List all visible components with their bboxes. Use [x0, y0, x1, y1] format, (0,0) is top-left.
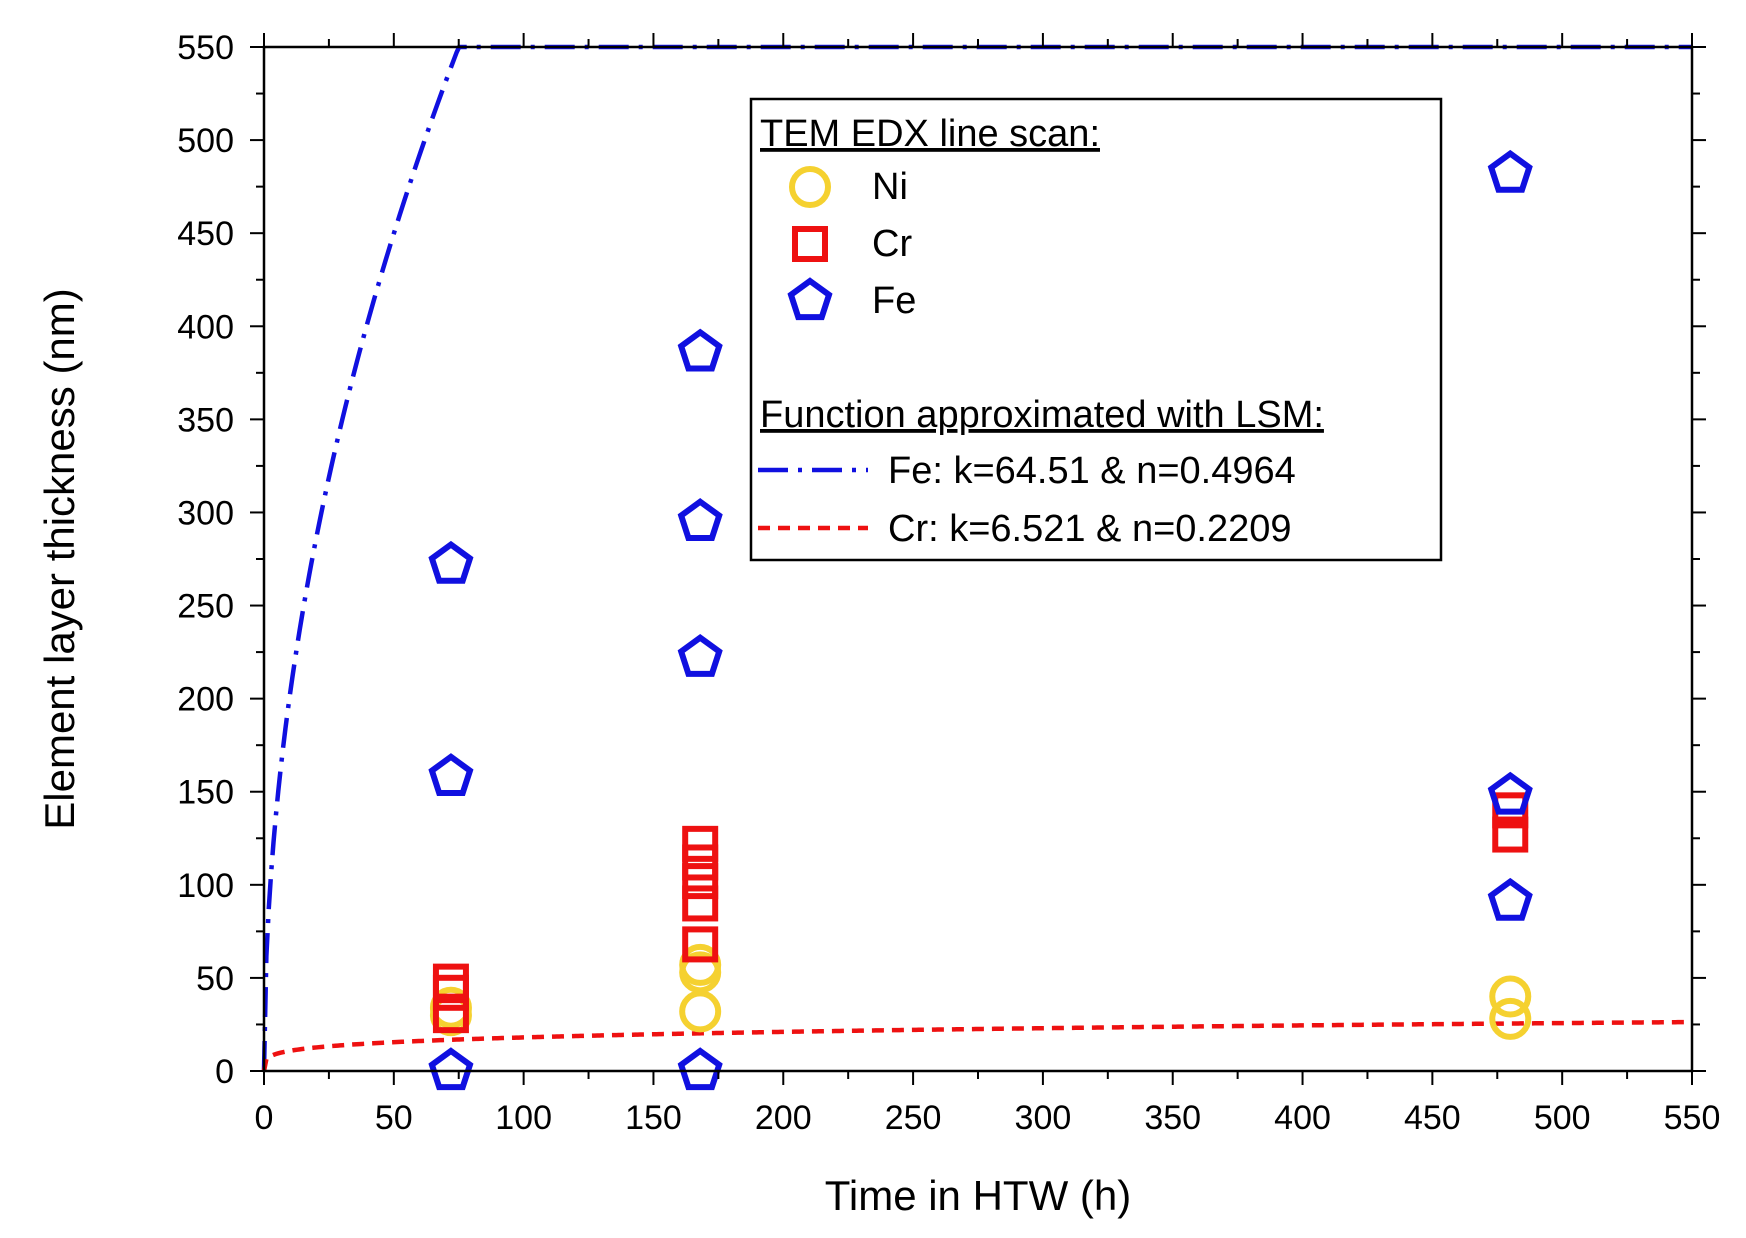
- fe-point: [677, 498, 723, 541]
- x-tick-label: 350: [1144, 1099, 1201, 1137]
- x-tick-label: 400: [1274, 1099, 1331, 1137]
- legend-cr-marker: [792, 226, 828, 262]
- legend-box: [749, 97, 1443, 562]
- fe-point: [428, 753, 474, 797]
- x-tick-label: 500: [1534, 1099, 1591, 1137]
- legend-fe-fit-label: Fe: k=64.51 & n=0.4964: [888, 450, 1296, 492]
- legend-heading-scatter: TEM EDX line scan:: [760, 113, 1100, 155]
- y-tick-label: 500: [177, 122, 234, 160]
- ni-point: [1489, 997, 1532, 1040]
- cr-point: [682, 825, 719, 862]
- cr-point: [1492, 816, 1529, 853]
- fe-point: [1487, 877, 1533, 921]
- x-tick-label: 450: [1404, 1099, 1461, 1137]
- x-tick-label: 100: [495, 1099, 552, 1137]
- ni-point: [679, 990, 722, 1033]
- cr-point: [682, 885, 719, 922]
- series-fe: [428, 149, 1533, 1091]
- fe-point: [677, 633, 723, 677]
- y-tick-label: 250: [177, 588, 234, 626]
- legend-fe-symbol: [787, 277, 833, 321]
- cr-point: [432, 963, 469, 1000]
- fe-point: [428, 1047, 474, 1091]
- legend-ni-symbol: [789, 166, 831, 208]
- fe-point: [1487, 149, 1533, 193]
- legend: TEM EDX line scan: Ni Cr Fe Function app…: [749, 97, 1443, 562]
- x-axis-title: Time in HTW (h): [825, 1172, 1131, 1219]
- y-tick-label: 50: [196, 960, 234, 998]
- y-tick-label: 100: [177, 867, 234, 905]
- legend-cr-label: Cr: [872, 223, 912, 265]
- x-tick-label: 50: [375, 1099, 413, 1137]
- y-tick-label: 550: [177, 29, 234, 67]
- fe-point: [677, 1047, 723, 1091]
- ni-point: [1489, 975, 1532, 1018]
- y-tick-label: 350: [177, 401, 234, 439]
- fe-point: [428, 540, 474, 584]
- y-axis-title: Element layer thickness (nm): [36, 288, 83, 830]
- legend-heading-fit: Function approximated with LSM:: [760, 394, 1324, 436]
- y-tick-label: 300: [177, 494, 234, 532]
- legend-fe-marker: [787, 277, 833, 321]
- x-tick-label: 0: [255, 1099, 274, 1137]
- cr-point: [682, 844, 719, 881]
- axis-ticks: 0 50 100 150 200 250 300 350 400 450 500 550 0 50 100 1…: [177, 29, 1720, 1137]
- x-tick-label: 150: [625, 1099, 682, 1137]
- fe-point: [677, 328, 723, 372]
- legend-cr-symbol: [792, 226, 828, 262]
- legend-ni-marker: [789, 166, 831, 208]
- x-tick-label: 300: [1015, 1099, 1072, 1137]
- y-tick-label: 150: [177, 774, 234, 812]
- legend-cr-fit-label: Cr: k=6.521 & n=0.2209: [888, 508, 1292, 550]
- cr-point: [682, 926, 719, 963]
- cr-fit-curve: [261, 1019, 1693, 1072]
- cr-point: [682, 863, 719, 900]
- y-tick-label: 200: [177, 681, 234, 719]
- y-tick-label: 0: [215, 1053, 234, 1091]
- legend-fe-label: Fe: [872, 280, 916, 322]
- x-tick-label: 550: [1664, 1099, 1721, 1137]
- y-tick-label: 450: [177, 215, 234, 253]
- x-tick-label: 250: [885, 1099, 942, 1137]
- x-tick-label: 200: [755, 1099, 812, 1137]
- fe-point: [1487, 771, 1533, 815]
- cr-point: [432, 997, 469, 1034]
- data-points: [428, 149, 1533, 1091]
- legend-ni-label: Ni: [872, 166, 908, 208]
- y-tick-label: 400: [177, 308, 234, 346]
- ni-point: [679, 943, 722, 986]
